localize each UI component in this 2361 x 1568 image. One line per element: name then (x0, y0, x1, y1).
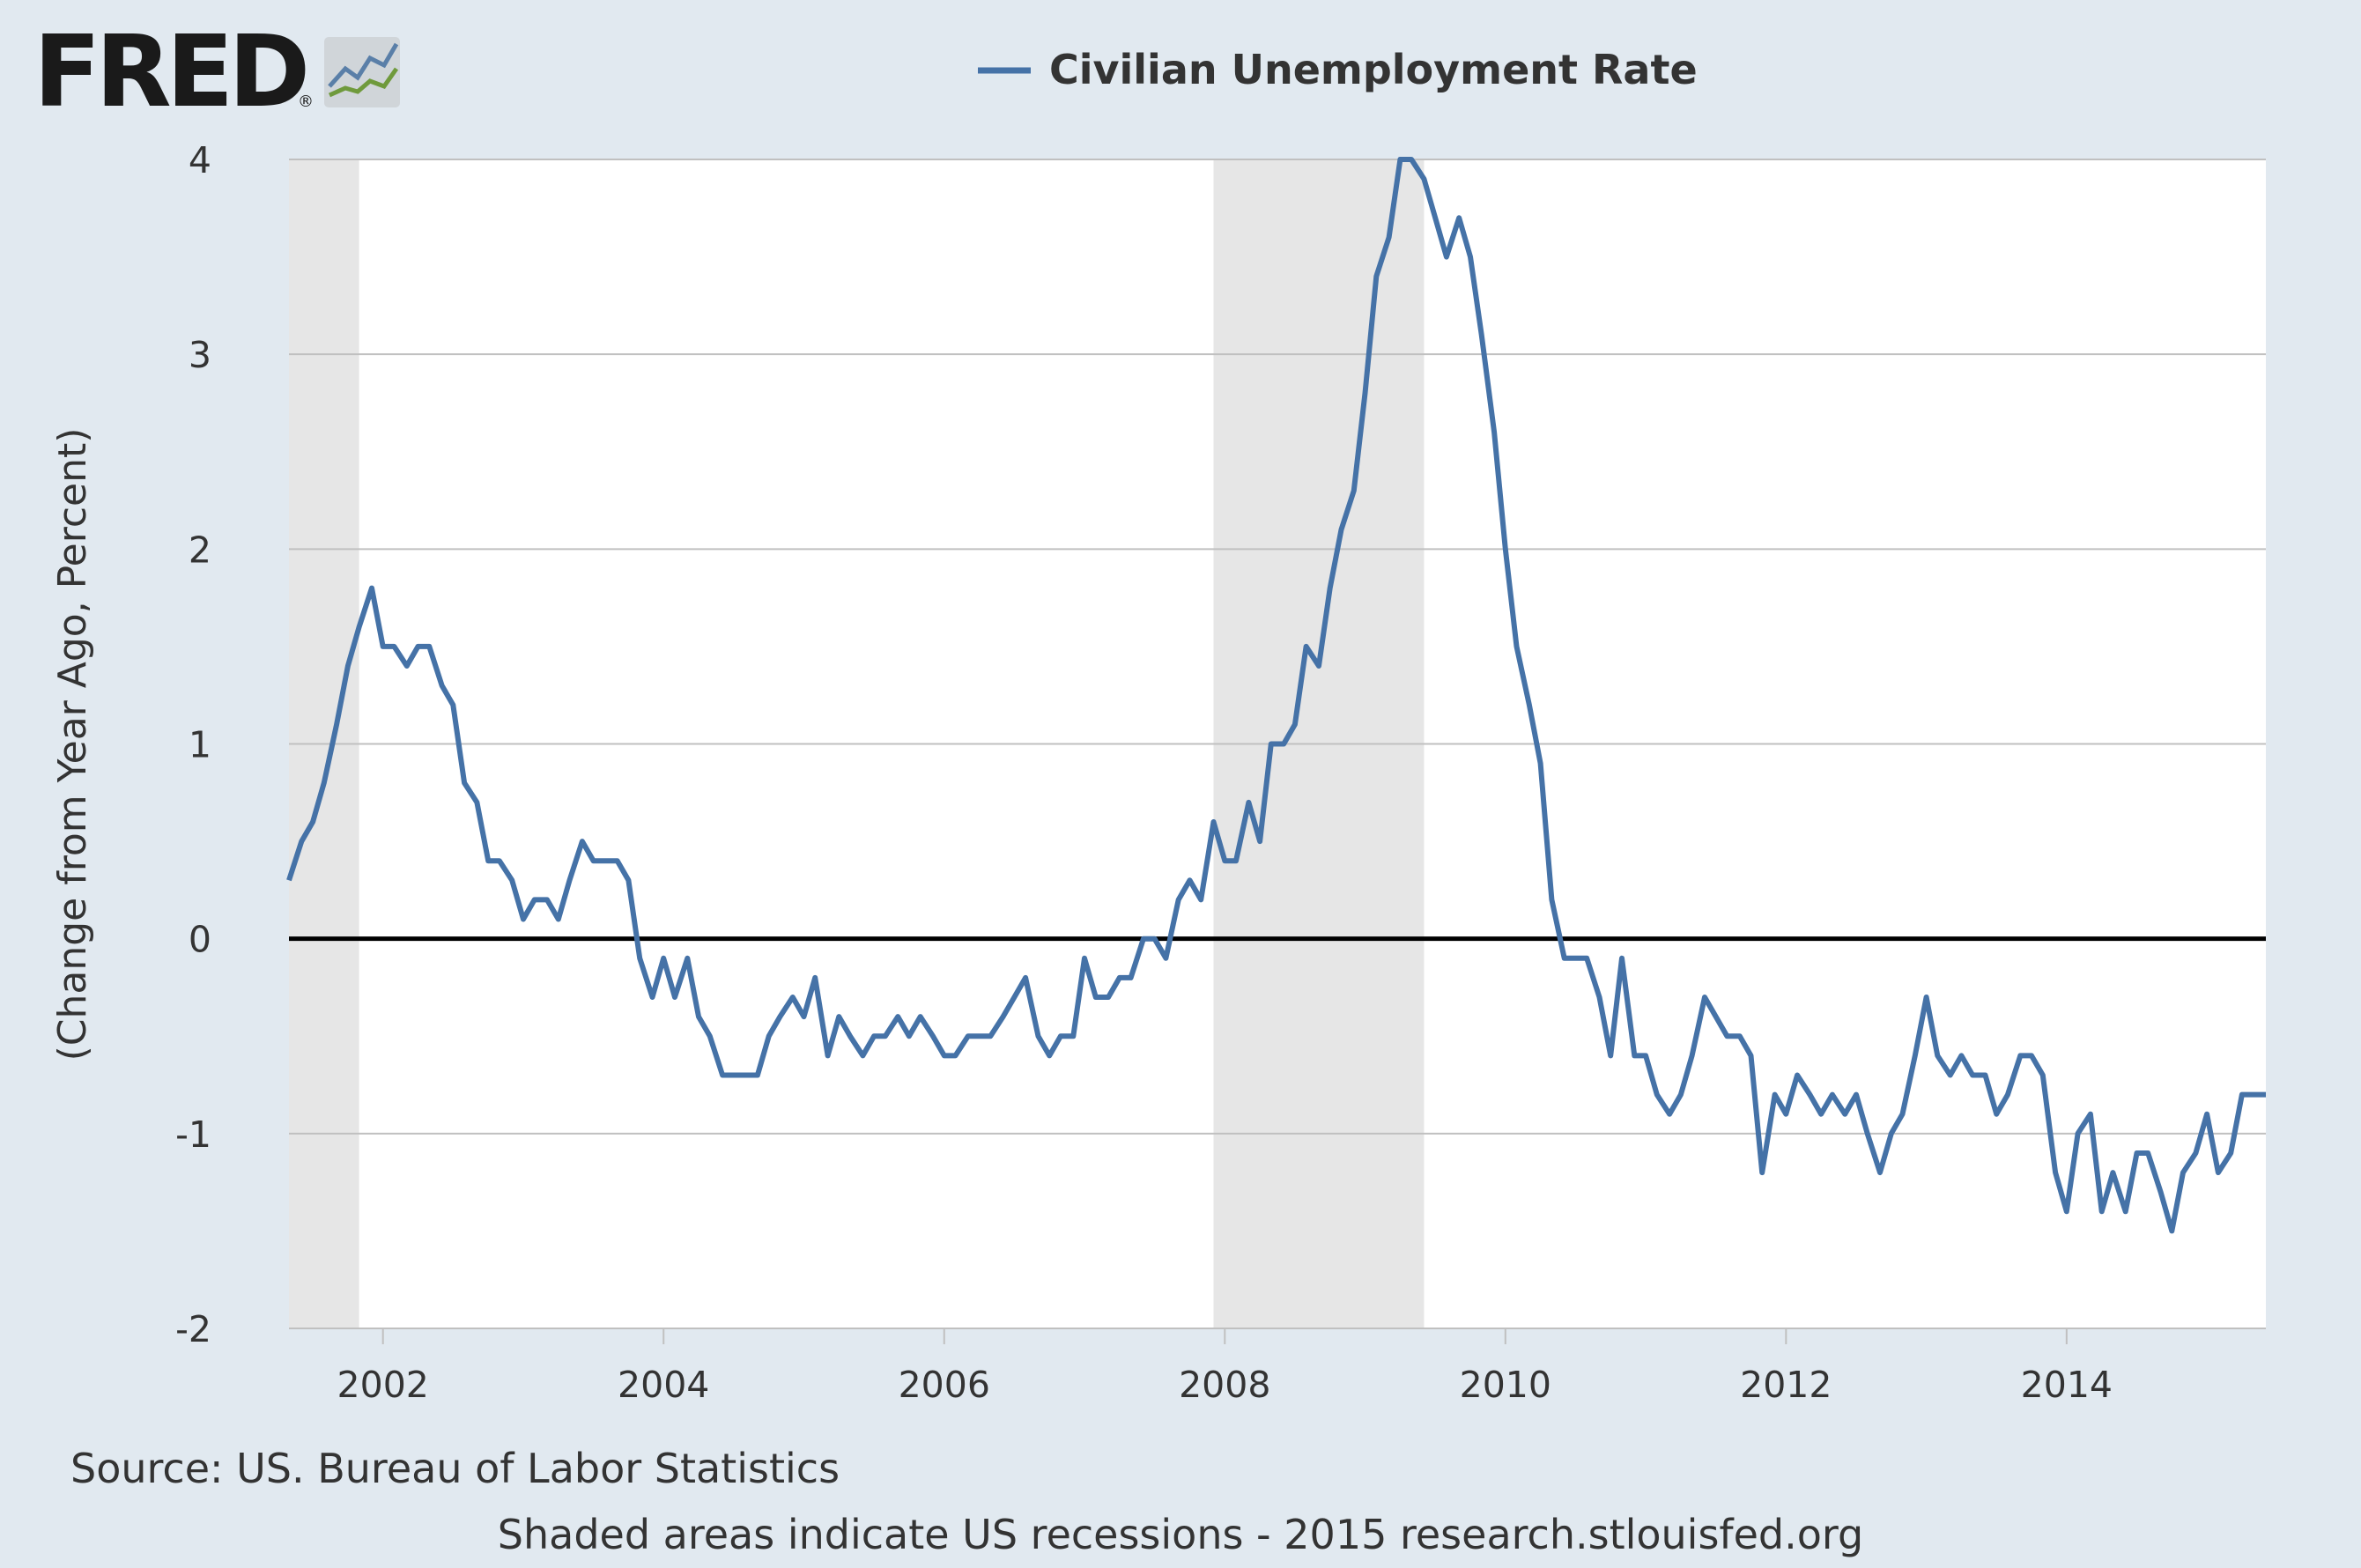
source-text: Source: US. Bureau of Labor Statistics (70, 1445, 840, 1492)
y-tick-label: 3 (189, 334, 211, 376)
y-tick-label: 4 (189, 139, 211, 181)
fred-logo-registered-mark: ® (298, 92, 314, 111)
y-tick-label: 1 (189, 724, 211, 766)
legend: Civilian Unemployment Rate (978, 46, 1698, 93)
series-line-civilian-unemployment-rate (286, 157, 2266, 1234)
x-tick-label: 2010 (1460, 1364, 1551, 1406)
x-tick-label: 2008 (1179, 1364, 1270, 1406)
legend-label: Civilian Unemployment Rate (1049, 46, 1698, 93)
y-tick-label: -2 (175, 1308, 211, 1350)
y-tick-label: 2 (189, 529, 211, 571)
x-tick-labels: 2002 2004 2006 2008 2010 2012 2014 (337, 1364, 2113, 1406)
x-tick-label: 2004 (618, 1364, 709, 1406)
fred-logo[interactable]: FRED ® (33, 15, 400, 129)
y-tick-labels: -2 -1 0 1 2 3 4 (175, 139, 211, 1350)
x-tick-marks (381, 1328, 2068, 1344)
x-tick-label: 2006 (899, 1364, 990, 1406)
fred-logo-text: FRED (33, 15, 306, 129)
x-tick-label: 2012 (1740, 1364, 1832, 1406)
recession-note[interactable]: Shaded areas indicate US recessions - 20… (498, 1511, 1863, 1558)
fred-logo-chart-icon (324, 37, 400, 107)
x-tick-label: 2002 (337, 1364, 429, 1406)
y-tick-label: -1 (175, 1113, 211, 1156)
x-tick-label: 2014 (2021, 1364, 2113, 1406)
y-axis-title: (Change from Year Ago, Percent) (50, 428, 95, 1061)
y-tick-label: 0 (189, 919, 211, 961)
